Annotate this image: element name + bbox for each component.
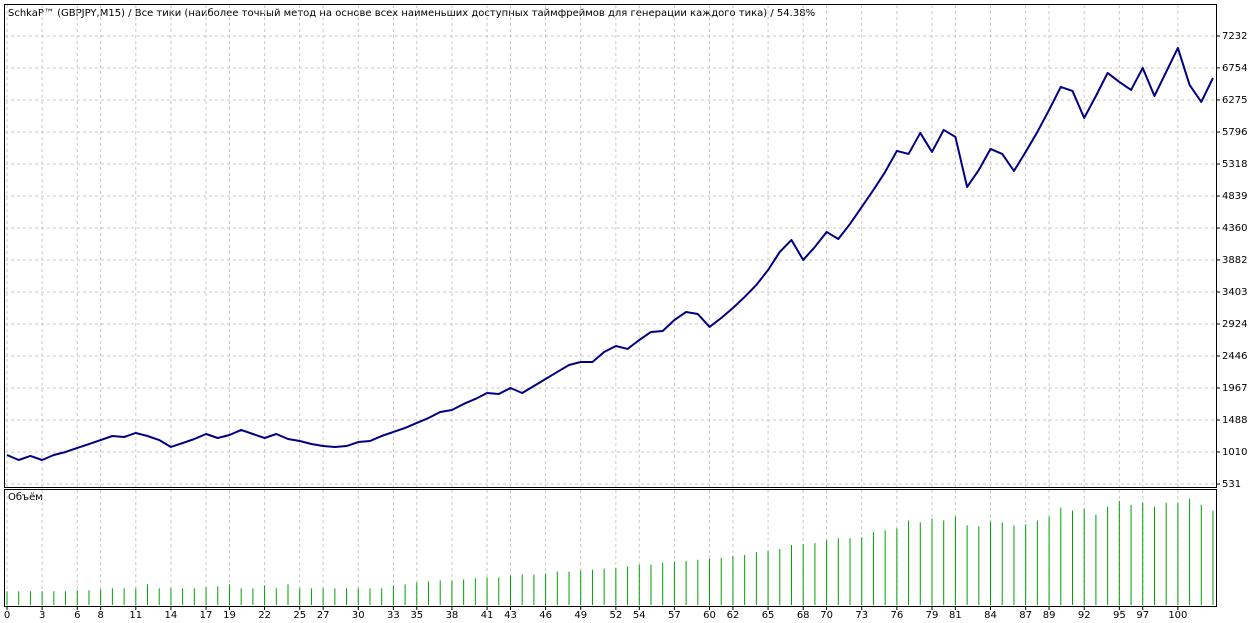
- x-tick-label: 79: [926, 610, 939, 621]
- y-tick-label: 5318: [1222, 159, 1247, 170]
- x-tick-label: 60: [703, 610, 716, 621]
- x-tick-label: 62: [727, 610, 740, 621]
- y-tick-label: 1967: [1222, 383, 1247, 394]
- x-tick-label: 6: [74, 610, 80, 621]
- x-tick-label: 95: [1113, 610, 1126, 621]
- x-tick-label: 70: [820, 610, 833, 621]
- x-tick-label: 57: [668, 610, 681, 621]
- x-tick-label: 52: [609, 610, 622, 621]
- x-tick-label: 76: [890, 610, 903, 621]
- x-tick-label: 84: [984, 610, 997, 621]
- x-tick-label: 30: [352, 610, 365, 621]
- y-tick-label: 531: [1222, 479, 1241, 490]
- x-tick-label: 19: [223, 610, 236, 621]
- x-tick-label: 11: [129, 610, 142, 621]
- y-tick-label: 4839: [1222, 191, 1247, 202]
- x-tick-label: 14: [165, 610, 178, 621]
- chart-title: SchkaP™ (GBPJPY,M15) / Все тики (наиболе…: [8, 8, 815, 19]
- x-tick-label: 81: [949, 610, 962, 621]
- x-tick-label: 65: [762, 610, 775, 621]
- y-tick-label: 4360: [1222, 223, 1247, 234]
- x-tick-label: 27: [317, 610, 330, 621]
- x-tick-label: 35: [410, 610, 423, 621]
- y-tick-label: 3403: [1222, 287, 1247, 298]
- x-tick-label: 38: [446, 610, 459, 621]
- x-tick-label: 89: [1043, 610, 1056, 621]
- y-tick-label: 7232: [1222, 31, 1247, 42]
- x-tick-label: 25: [293, 610, 306, 621]
- x-tick-label: 0: [4, 610, 10, 621]
- x-tick-label: 8: [97, 610, 103, 621]
- x-tick-label: 3: [39, 610, 45, 621]
- x-tick-label: 68: [797, 610, 810, 621]
- x-tick-label: 92: [1078, 610, 1091, 621]
- y-tick-label: 5796: [1222, 127, 1247, 138]
- x-tick-label: 87: [1019, 610, 1032, 621]
- volume-frame: [4, 489, 1217, 607]
- x-tick-label: 17: [200, 610, 213, 621]
- x-tick-label: 54: [633, 610, 646, 621]
- y-tick-label: 1488: [1222, 415, 1247, 426]
- y-tick-label: 6754: [1222, 63, 1247, 74]
- y-tick-label: 6275: [1222, 95, 1247, 106]
- x-tick-label: 22: [258, 610, 271, 621]
- x-tick-label: 41: [481, 610, 494, 621]
- x-tick-label: 73: [855, 610, 868, 621]
- y-tick-label: 2446: [1222, 351, 1247, 362]
- main-frame: [4, 4, 1217, 488]
- x-tick-label: 33: [387, 610, 400, 621]
- x-tick-label: 97: [1136, 610, 1149, 621]
- volume-title: Объём: [8, 492, 43, 503]
- y-tick-label: 3882: [1222, 255, 1247, 266]
- y-tick-label: 1010: [1222, 447, 1247, 458]
- x-tick-label: 49: [574, 610, 587, 621]
- equity-line: [6, 46, 1214, 461]
- x-tick-label: 46: [539, 610, 552, 621]
- y-tick-label: 2924: [1222, 319, 1247, 330]
- x-tick-label: 100: [1168, 610, 1187, 621]
- x-tick-label: 43: [504, 610, 517, 621]
